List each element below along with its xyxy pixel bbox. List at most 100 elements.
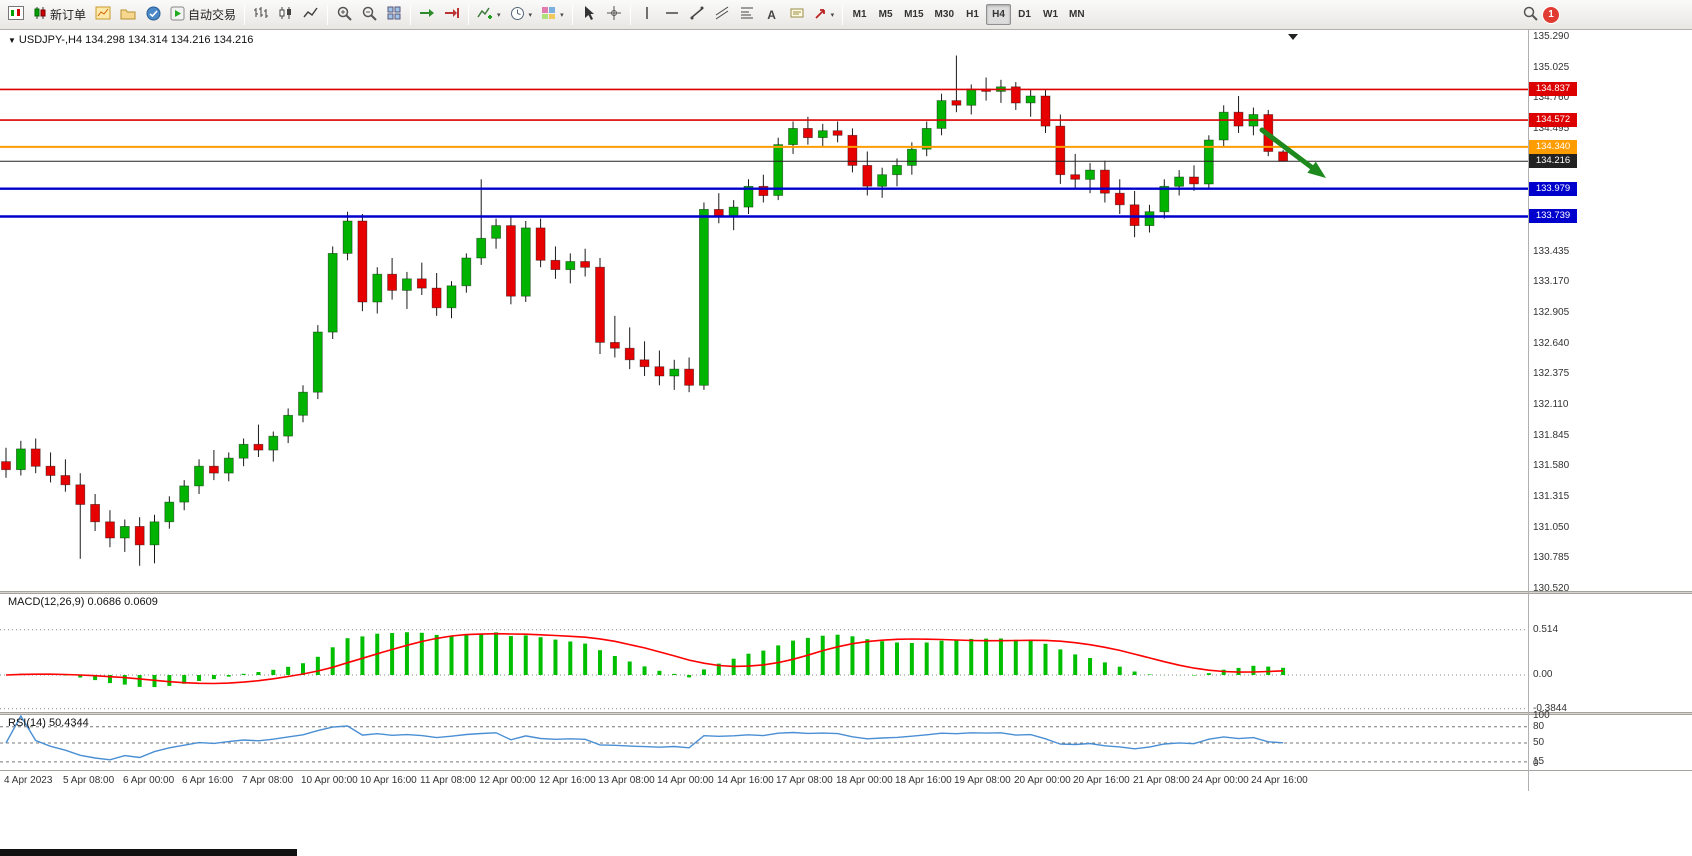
time-axis-label: 19 Apr 08:00 bbox=[954, 775, 1011, 786]
templates-button[interactable]: ▾ bbox=[537, 3, 568, 27]
horizontal-line-tool-button[interactable] bbox=[660, 3, 684, 27]
candle bbox=[75, 484, 86, 505]
new-order-button[interactable]: 新订单 bbox=[29, 3, 90, 27]
time-axis-label: 6 Apr 00:00 bbox=[123, 775, 175, 786]
fibonacci-tool-button[interactable] bbox=[735, 3, 759, 27]
new-chart-button[interactable] bbox=[91, 3, 115, 27]
candle bbox=[401, 278, 412, 291]
candlestick-chart-type-button[interactable] bbox=[274, 3, 298, 27]
time-axis-label: 10 Apr 00:00 bbox=[301, 775, 358, 786]
macd-panel[interactable]: MACD(12,26,9) 0.0686 0.0609 0.514 0.00 -0.… bbox=[0, 594, 1692, 714]
periods-button[interactable]: ▾ bbox=[506, 3, 537, 27]
title-caret-icon[interactable]: ▼ bbox=[8, 36, 16, 45]
macd-canvas[interactable] bbox=[0, 594, 1528, 712]
timeframe-button-M1[interactable]: M1 bbox=[847, 4, 872, 25]
chart-window-menu-button[interactable] bbox=[4, 3, 28, 27]
candle bbox=[1218, 111, 1229, 141]
price-tag-133.979: 133.979 bbox=[1529, 182, 1577, 196]
price-tag-134.572: 134.572 bbox=[1529, 113, 1577, 127]
chart-window-icon bbox=[8, 6, 24, 23]
toolbar-separator bbox=[244, 4, 246, 25]
trendline-tool-button[interactable] bbox=[685, 3, 709, 27]
candle bbox=[327, 252, 338, 333]
timeframe-button-M15[interactable]: M15 bbox=[899, 4, 928, 25]
rsi-panel[interactable]: RSI(14) 50.4344 100 80 50 15 0 bbox=[0, 710, 1692, 770]
timeframe-button-D1[interactable]: D1 bbox=[1012, 4, 1037, 25]
search-button[interactable] bbox=[1518, 3, 1542, 27]
time-axis-label: 17 Apr 08:00 bbox=[776, 775, 833, 786]
horizontal-lines-layer[interactable] bbox=[0, 88, 1528, 218]
candle bbox=[461, 257, 472, 287]
candle bbox=[520, 227, 531, 297]
new-order-label: 新订单 bbox=[50, 8, 87, 22]
candle bbox=[1010, 86, 1021, 104]
time-axis-label: 20 Apr 16:00 bbox=[1073, 775, 1130, 786]
candle bbox=[1189, 176, 1199, 185]
time-axis-label: 14 Apr 16:00 bbox=[717, 775, 774, 786]
timeframe-button-H1[interactable]: H1 bbox=[960, 4, 985, 25]
price-tick-label: 132.110 bbox=[1533, 399, 1569, 410]
vertical-line-tool-button[interactable] bbox=[635, 3, 659, 27]
candle bbox=[936, 100, 947, 129]
chart-shift-marker-icon[interactable] bbox=[1288, 34, 1298, 40]
time-axis-label: 20 Apr 00:00 bbox=[1014, 775, 1071, 786]
zoom-out-icon bbox=[362, 6, 377, 24]
time-axis-label: 10 Apr 16:00 bbox=[360, 775, 417, 786]
text-label-tool-button[interactable] bbox=[785, 3, 809, 27]
zoom-out-button[interactable] bbox=[357, 3, 381, 27]
autotrading-button[interactable]: 自动交易 bbox=[166, 3, 240, 27]
candle bbox=[847, 134, 858, 166]
time-axis-label: 12 Apr 16:00 bbox=[539, 775, 596, 786]
indicators-button[interactable]: ▾ bbox=[473, 3, 505, 27]
price-chart-canvas[interactable] bbox=[0, 30, 1528, 591]
panel-splitter[interactable] bbox=[0, 712, 1692, 715]
autotrading-label: 自动交易 bbox=[188, 8, 237, 22]
timeframe-button-H4[interactable]: H4 bbox=[986, 4, 1011, 25]
text-tool-button[interactable]: A bbox=[760, 3, 784, 27]
annotation-arrow[interactable] bbox=[1259, 127, 1326, 178]
time-axis-label: 18 Apr 00:00 bbox=[836, 775, 893, 786]
panel-splitter[interactable] bbox=[0, 591, 1692, 594]
chart-shift-button[interactable] bbox=[440, 3, 464, 27]
new-chart-icon bbox=[95, 6, 111, 23]
candle bbox=[892, 164, 902, 176]
candle bbox=[357, 220, 368, 303]
chart-title: ▼ USDJPY-,H4 134.298 134.314 134.216 134.… bbox=[8, 34, 253, 46]
rsi-canvas[interactable] bbox=[0, 715, 1528, 770]
line-chart-type-button[interactable] bbox=[299, 3, 323, 27]
bar-chart-icon bbox=[253, 6, 269, 23]
timeframe-button-W1[interactable]: W1 bbox=[1038, 4, 1063, 25]
auto-scroll-button[interactable] bbox=[415, 3, 439, 27]
timeframe-button-MN[interactable]: MN bbox=[1064, 4, 1090, 25]
candle bbox=[298, 391, 308, 416]
candle bbox=[832, 130, 843, 136]
profiles-button[interactable] bbox=[116, 3, 140, 27]
crosshair-tool-button[interactable] bbox=[602, 3, 626, 27]
tile-windows-button[interactable] bbox=[382, 3, 406, 27]
cursor-tool-button[interactable] bbox=[577, 3, 601, 27]
candle bbox=[580, 261, 590, 268]
time-axis[interactable]: 4 Apr 2023 5 Apr 08:00 6 Apr 00:00 6 Apr 16… bbox=[0, 770, 1692, 791]
candle bbox=[639, 359, 650, 368]
timeframe-button-M5[interactable]: M5 bbox=[873, 4, 898, 25]
candle bbox=[1085, 169, 1095, 180]
bar-chart-type-button[interactable] bbox=[249, 3, 273, 27]
timeframe-button-M30[interactable]: M30 bbox=[930, 4, 959, 25]
crosshair-icon bbox=[606, 5, 622, 24]
channel-tool-button[interactable] bbox=[710, 3, 734, 27]
time-axis-label: 24 Apr 16:00 bbox=[1251, 775, 1308, 786]
candle bbox=[179, 485, 190, 503]
horizontal-line-icon bbox=[665, 7, 679, 22]
toolbar-separator bbox=[410, 4, 412, 25]
price-tick-label: 132.375 bbox=[1533, 368, 1570, 379]
time-axis-label: 12 Apr 00:00 bbox=[479, 775, 536, 786]
candle bbox=[372, 273, 383, 303]
zoom-in-button[interactable] bbox=[332, 3, 356, 27]
price-chart-panel[interactable]: ▼ USDJPY-,H4 134.298 134.314 134.216 134.… bbox=[0, 30, 1692, 594]
terminal-button[interactable] bbox=[141, 3, 165, 27]
candles-layer bbox=[1, 55, 1288, 566]
macd-axis-label: 0.514 bbox=[1533, 624, 1559, 635]
notification-badge[interactable]: 1 bbox=[1543, 6, 1559, 23]
arrows-tool-button[interactable]: ▾ bbox=[810, 3, 839, 27]
chart-window: ▼ USDJPY-,H4 134.298 134.314 134.216 134.… bbox=[0, 30, 1692, 791]
